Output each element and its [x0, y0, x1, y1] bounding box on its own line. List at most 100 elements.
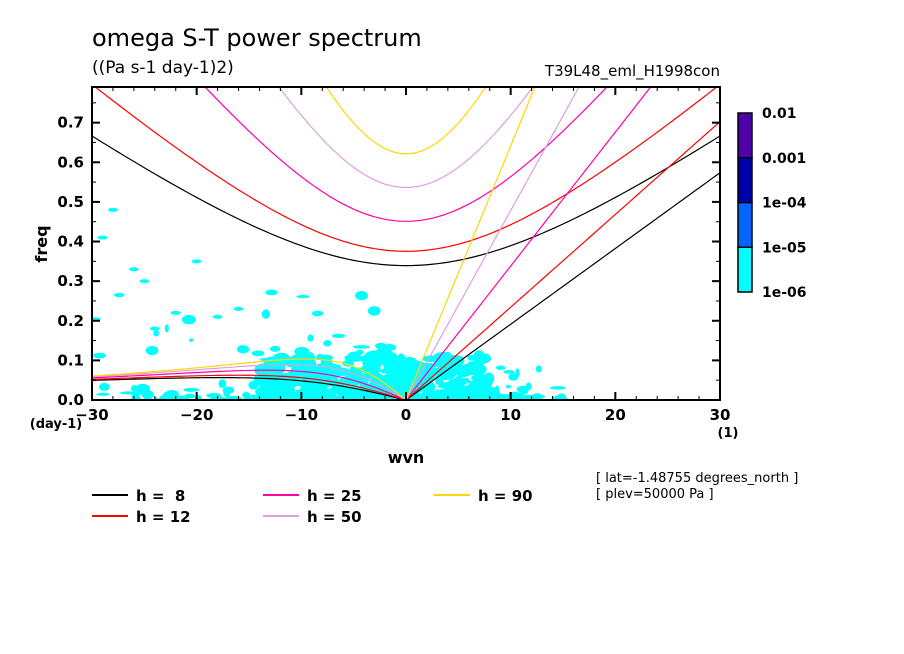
- y-tick-label: 0.2: [57, 312, 84, 330]
- power-patch: [92, 317, 101, 321]
- power-patch: [401, 356, 418, 367]
- y-tick-label: 0.3: [57, 272, 84, 290]
- kelvin-curve: [405, 87, 652, 400]
- power-patch: [344, 354, 361, 361]
- y-axis: 0.0 0.1 0.2 0.3 0.4 0.5 0.6 0.7: [57, 102, 720, 409]
- legend-label: h = 50: [307, 508, 362, 526]
- power-patch: [113, 292, 125, 298]
- power-patch: [139, 279, 150, 284]
- y-tick-label: 0.5: [57, 193, 84, 211]
- y-tick-label: 0.4: [57, 233, 84, 251]
- power-patch: [119, 391, 137, 395]
- power-patch: [386, 360, 401, 365]
- power-patch: [260, 369, 276, 379]
- power-patch: [307, 334, 314, 342]
- power-patch: [361, 362, 381, 376]
- y-tick-label: 0.7: [57, 114, 84, 132]
- kelvin-curve: [405, 121, 720, 400]
- power-patch: [516, 385, 528, 393]
- power-patch: [93, 352, 107, 359]
- power-patch: [170, 310, 181, 315]
- colorbar-box: [737, 246, 753, 293]
- power-patch: [247, 395, 253, 400]
- power-patch: [218, 379, 227, 389]
- power-patch: [184, 393, 195, 399]
- x-tick-label: 0: [401, 406, 411, 424]
- power-patch: [164, 324, 169, 333]
- colorbar-label: 1e-05: [762, 240, 807, 256]
- power-patch: [362, 359, 373, 365]
- power-patch: [323, 340, 332, 347]
- power-patch: [467, 354, 475, 361]
- power-patch: [233, 306, 244, 311]
- rossby-curve: [92, 374, 407, 400]
- power-patch: [454, 375, 464, 385]
- rossby-curve: [92, 377, 407, 400]
- x-axis: −30 −20 −10 0 10 20 30: [75, 87, 730, 424]
- chart-subtitle: ((Pa s-1 day-1)2): [92, 58, 234, 78]
- power-patch: [557, 393, 567, 400]
- x-axis-unit: (1): [718, 426, 739, 441]
- inertia-gravity-curve: [278, 87, 534, 189]
- power-patch: [436, 360, 448, 366]
- power-patch: [98, 382, 110, 391]
- power-patch: [355, 290, 368, 301]
- power-patch: [311, 310, 324, 317]
- kelvin-curve: [405, 172, 720, 400]
- power-patch: [287, 372, 300, 378]
- power-patch: [96, 392, 110, 396]
- power-patch: [131, 385, 137, 393]
- power-patch: [269, 345, 281, 352]
- power-patch: [296, 294, 310, 299]
- colorbar-box: [737, 157, 753, 204]
- legend-label: h = 25: [307, 487, 362, 505]
- power-patch: [440, 381, 460, 389]
- power-patch: [331, 333, 346, 339]
- power-patch: [518, 395, 525, 400]
- power-patch: [275, 377, 283, 391]
- rossby-curve: [92, 358, 407, 400]
- power-patch: [420, 368, 441, 373]
- power-patch: [444, 386, 451, 396]
- power-patch: [515, 368, 520, 378]
- power-patch: [251, 350, 265, 357]
- power-patch: [261, 309, 270, 319]
- power-patch: [236, 345, 250, 354]
- power-patch: [181, 314, 196, 325]
- power-patch: [505, 384, 512, 389]
- power-patch: [136, 390, 146, 395]
- power-patch: [225, 395, 241, 400]
- power-patch: [183, 387, 200, 392]
- kelvin-curve: [405, 87, 580, 400]
- power-patch: [145, 345, 159, 356]
- power-patch: [255, 388, 273, 399]
- run-label: T39L48_eml_H1998con: [544, 62, 720, 81]
- x-tick-label: −30: [75, 406, 108, 424]
- power-patch: [383, 365, 393, 374]
- annotation-plev: [ plev=50000 Pa ]: [596, 487, 714, 502]
- power-patch: [131, 392, 140, 400]
- power-patch: [424, 371, 436, 382]
- power-patch: [339, 390, 350, 400]
- power-patch: [525, 382, 532, 391]
- inertia-gravity-curve: [92, 135, 720, 267]
- legend-label: h = 8: [136, 487, 185, 505]
- chart-title: omega S-T power spectrum: [92, 24, 422, 52]
- inertia-gravity-curve: [94, 87, 718, 252]
- colorbar: 1e-06 1e-05 1e-04 0.001 0.01: [737, 106, 807, 301]
- power-patch: [128, 267, 139, 272]
- rossby-curve: [92, 369, 407, 400]
- x-tick-label: −10: [285, 406, 318, 424]
- x-tick-label: 30: [710, 406, 731, 424]
- inertia-gravity-curve: [325, 87, 487, 155]
- colorbar-label: 1e-06: [762, 285, 807, 301]
- power-patch: [469, 384, 488, 395]
- power-patch: [503, 370, 515, 374]
- power-patch: [367, 306, 381, 316]
- rossby-curve: [92, 363, 407, 400]
- colorbar-label: 1e-04: [762, 196, 807, 212]
- annotation-lat: [ lat=-1.48755 degrees_north ]: [596, 471, 798, 486]
- x-tick-label: −20: [180, 406, 213, 424]
- plot-frame: [91, 86, 721, 401]
- power-patch: [397, 353, 406, 363]
